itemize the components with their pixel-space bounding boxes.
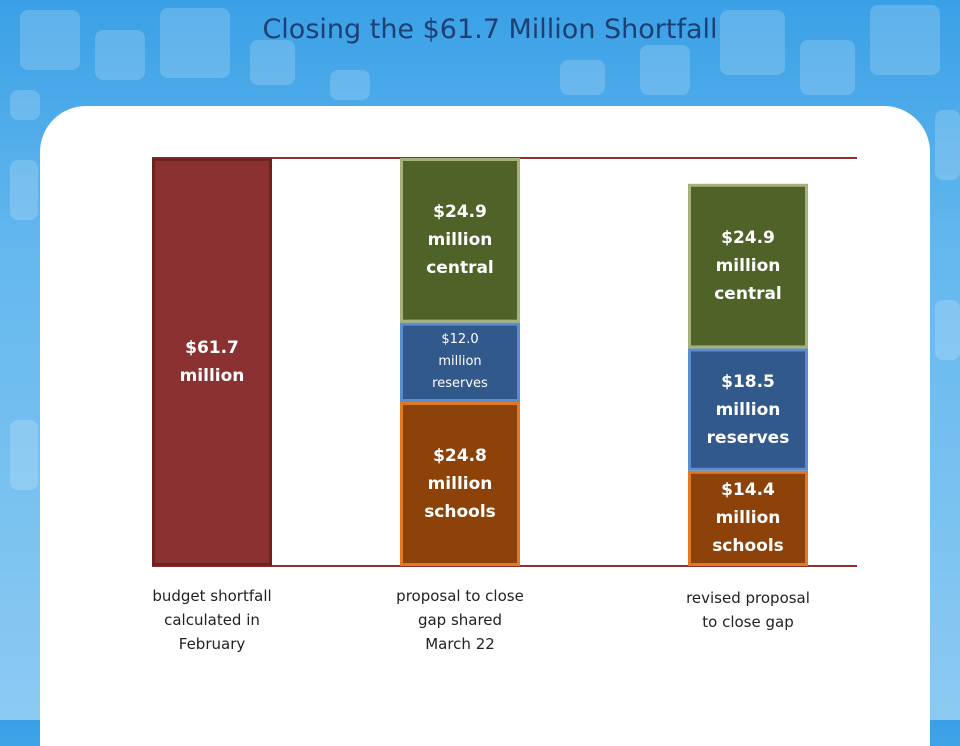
segment-label-line: reserves <box>432 376 488 392</box>
background-tile <box>10 90 40 120</box>
segment-label-reserves: $12.0 million reserves <box>400 323 520 402</box>
segment-label-line: million <box>715 256 781 277</box>
segment-label-line: central <box>714 284 782 305</box>
segment-label-line: million <box>715 508 781 529</box>
bar-segment-reserves <box>688 348 808 471</box>
segment-label-line: million <box>715 399 781 420</box>
bar-segment-central <box>688 183 808 349</box>
segment-label-line: million <box>427 230 493 251</box>
background-tile <box>10 420 38 490</box>
segment-label-line: $61.7 <box>185 338 239 358</box>
background-tile <box>20 10 80 70</box>
segment-label-line: schools <box>712 536 784 557</box>
category-label-line: to close gap <box>702 613 794 631</box>
segment-label-line: $18.5 <box>721 371 775 392</box>
segment-label-shortfall: $61.7 million <box>152 158 272 566</box>
background-tile <box>330 70 370 100</box>
segment-label-line: $12.0 <box>441 332 479 348</box>
category-label-line: March 22 <box>425 635 495 653</box>
category-label-line: budget shortfall <box>152 587 272 605</box>
segment-label-line: $24.9 <box>433 202 487 223</box>
background-tile <box>800 40 855 95</box>
segment-label-line: million <box>427 473 493 494</box>
segment-label-reserves: $18.5 million reserves <box>688 348 808 470</box>
background-tile <box>10 160 38 220</box>
category-label-line: calculated in <box>164 611 260 629</box>
category-label-line: gap shared <box>417 611 503 629</box>
bar-segment-schools <box>400 402 520 566</box>
background-tile <box>935 300 960 360</box>
background-tile <box>935 110 960 180</box>
segment-label-schools: $14.4 million schools <box>688 471 808 566</box>
bar-segment-central <box>400 158 520 323</box>
segment-label-line: reserves <box>706 427 790 448</box>
category-label-line: proposal to close <box>396 587 524 605</box>
bar-segment-reserves <box>400 322 520 403</box>
segment-label-line: $14.4 <box>721 480 775 501</box>
segment-label-central: $24.9 million central <box>400 158 520 323</box>
category-label: proposal to close gap shared March 22 <box>370 584 550 656</box>
background-tile <box>870 5 940 75</box>
background-tile <box>560 60 605 95</box>
background-tile <box>640 45 690 95</box>
segment-label-line: $24.8 <box>433 445 487 466</box>
background-tile <box>160 8 230 78</box>
category-label-line: revised proposal <box>686 589 810 607</box>
background-tile <box>250 40 295 85</box>
category-label: revised proposal to close gap <box>658 586 838 634</box>
segment-label-central: $24.9 million central <box>688 184 808 349</box>
segment-label-line: $24.9 <box>721 228 775 249</box>
category-label-line: February <box>178 635 246 653</box>
background-tile <box>720 10 785 75</box>
slide-title: Closing the $61.7 Million Shortfall <box>262 14 718 45</box>
stacked-bar-chart <box>152 157 857 567</box>
bar-segment-schools <box>688 470 808 566</box>
segment-label-line: central <box>426 258 494 279</box>
segment-label-schools: $24.8 million schools <box>400 402 520 566</box>
segment-label-line: million <box>438 354 482 370</box>
background-tile <box>95 30 145 80</box>
segment-label-line: million <box>179 366 245 386</box>
segment-label-line: schools <box>424 501 496 522</box>
bar-segment-shortfall <box>152 158 272 566</box>
category-label: budget shortfall calculated in February <box>122 584 302 656</box>
